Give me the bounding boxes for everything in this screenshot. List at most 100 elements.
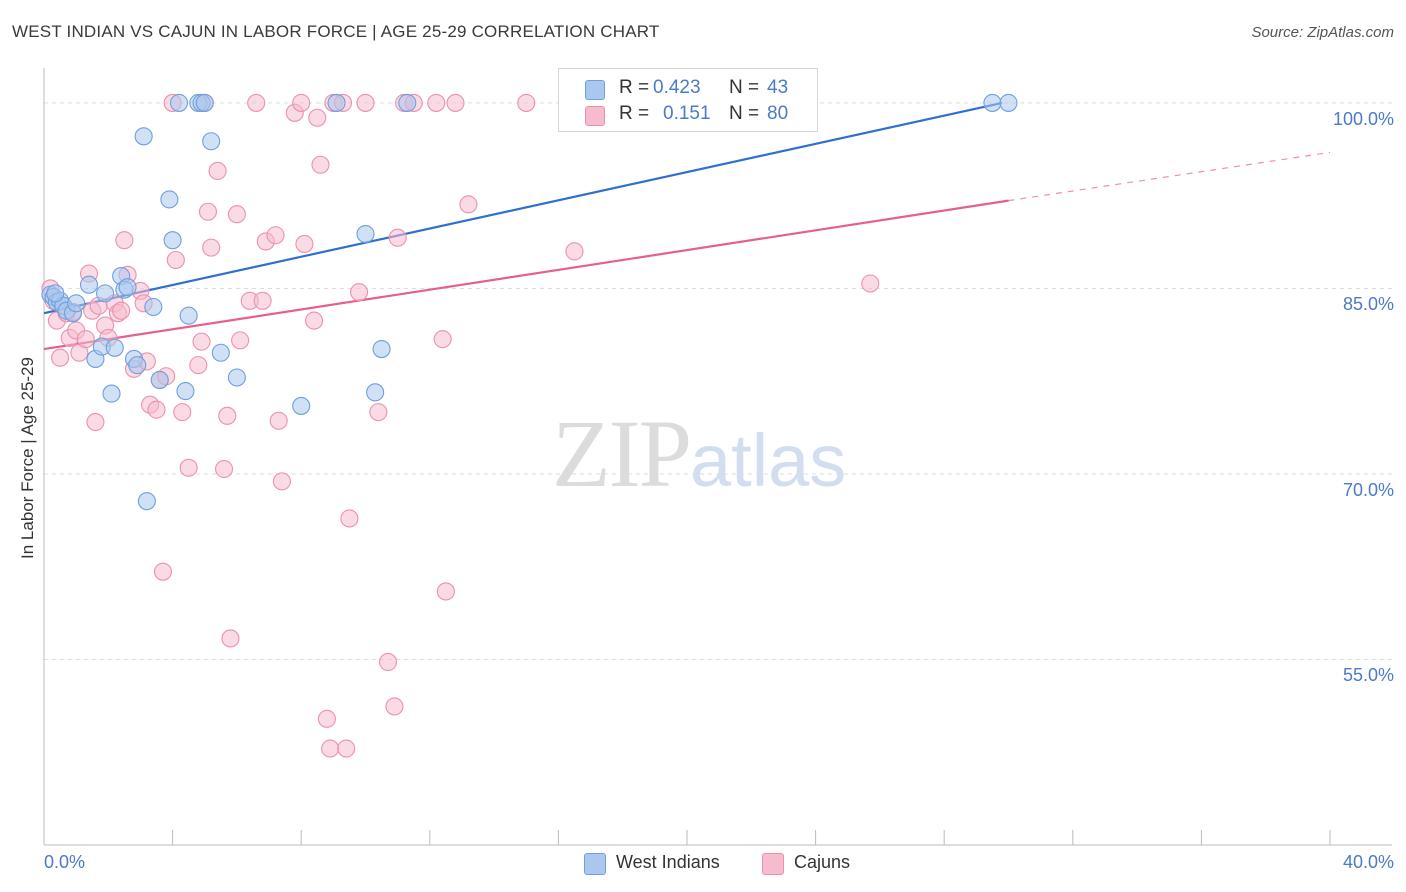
legend-r-label: R = [619, 77, 650, 98]
cajun-point [253, 291, 272, 310]
west-indian-point [144, 297, 163, 317]
west-indian-point [292, 396, 311, 415]
cajun-point [292, 93, 311, 112]
cajun-point [247, 93, 266, 112]
cajun-point [115, 231, 134, 250]
bottom-legend-swatch-west-indians [584, 853, 606, 875]
west-indian-point [118, 278, 137, 297]
west-indian-point [227, 368, 246, 387]
west-indian-point [105, 338, 124, 357]
bottom-legend-label-west-indians: West Indians [616, 852, 720, 872]
cajun-trend-line [43, 199, 1009, 351]
legend-n-label: N = [729, 103, 760, 124]
cajun-point [112, 301, 131, 320]
cajun-point [221, 629, 240, 648]
cajun-point [214, 459, 234, 479]
correlation-legend: R = 0.423 N = 43 R = 0.151 N = 80 [558, 68, 818, 132]
x-tick-label-max: 40.0% [1342, 852, 1394, 872]
cajun-point [179, 458, 198, 477]
cajun-point [231, 331, 250, 350]
cajun-point [436, 582, 455, 601]
cajun-point [337, 739, 356, 758]
cajun-point [517, 93, 536, 112]
west-indian-point [999, 93, 1018, 112]
cajun-point [427, 93, 446, 112]
cajun-point [51, 348, 70, 367]
cajun-point [269, 411, 288, 430]
cajun-point [218, 406, 237, 425]
cajun-point [340, 509, 359, 528]
legend-r-label: R = [619, 103, 650, 124]
west-indian-point [327, 93, 346, 112]
west-indian-point [96, 284, 115, 303]
watermark-atlas: atlas [690, 419, 847, 502]
cajun-point [198, 202, 218, 221]
bottom-legend-swatch-cajuns [762, 853, 784, 875]
y-tick-label: 70.0% [1342, 479, 1394, 500]
cajun-point [321, 739, 340, 758]
y-tick-label: 85.0% [1342, 294, 1394, 315]
source-label: Source: ZipAtlas.com [1251, 24, 1394, 41]
cajun-point [192, 332, 211, 351]
watermark-zip: ZIP [552, 400, 692, 507]
legend-r-value-west: 0.423 [653, 77, 701, 98]
legend-n-label: N = [729, 77, 760, 98]
cajun-point [272, 472, 291, 491]
west-indian-point [179, 306, 198, 325]
cajun-point [153, 562, 173, 581]
west-indian-point [176, 382, 195, 401]
cajun-point [147, 400, 166, 419]
cajun-trend-extension [1008, 151, 1331, 202]
cajun-point [350, 283, 369, 302]
cajun-point [266, 226, 285, 245]
legend-swatch-west-indians [585, 80, 605, 100]
west-indian-point [67, 294, 86, 313]
cajun-point [308, 108, 327, 127]
west-indian-point [983, 93, 1002, 112]
cajun-point [173, 403, 192, 422]
west-indian-point [134, 127, 153, 146]
legend-swatch-cajuns [585, 106, 605, 126]
bottom-legend-label-cajuns: Cajuns [794, 852, 851, 872]
cajun-point [202, 238, 221, 257]
cajun-point [385, 697, 404, 716]
west-indian-point [366, 383, 385, 402]
west-indian-point [137, 492, 156, 511]
cajun-point [86, 412, 105, 432]
west-indian-point [79, 275, 99, 294]
cajun-point [166, 250, 185, 270]
point-layer [41, 93, 1018, 758]
cajun-point [378, 652, 398, 672]
cajun-point [861, 274, 880, 293]
watermark: ZIPatlas [552, 398, 846, 509]
west-indian-point [46, 284, 65, 303]
cajun-point [295, 234, 314, 253]
west-indian-point [398, 93, 417, 112]
x-tick-label-min: 0.0% [44, 852, 86, 872]
west-indian-point [372, 339, 391, 359]
cajun-point [311, 155, 330, 174]
west-indian-point [150, 370, 169, 390]
west-indian-point [169, 93, 189, 112]
y-axis-label: In Labor Force | Age 25-29 [18, 357, 37, 559]
y-tick-label: 55.0% [1342, 665, 1394, 686]
west-indian-point [356, 224, 375, 244]
legend-r-value-cajun: 0.151 [663, 103, 711, 124]
west-indian-point [195, 93, 214, 112]
cajun-point [317, 709, 336, 728]
y-tick-label: 100.0% [1332, 108, 1394, 129]
axis-layer [43, 68, 1392, 846]
cajun-point [208, 161, 227, 180]
west-indian-point [128, 356, 147, 375]
west-indian-point [102, 384, 121, 403]
grid-layer [44, 102, 1392, 660]
cajun-point [369, 403, 388, 422]
cajun-point [446, 93, 465, 112]
cajun-point [356, 93, 375, 112]
cajun-point [433, 330, 452, 349]
chart-title: WEST INDIAN VS CAJUN IN LABOR FORCE | AG… [12, 22, 660, 41]
legend-n-value-west: 43 [767, 77, 789, 98]
west-indian-point [202, 132, 221, 151]
west-indian-point [160, 190, 179, 209]
